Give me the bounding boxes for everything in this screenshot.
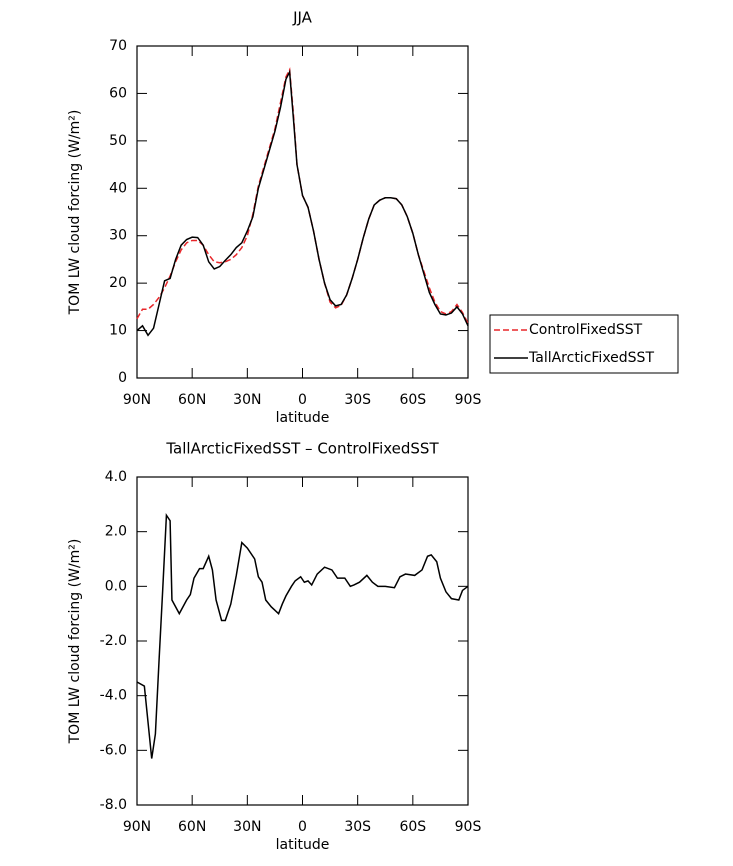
x-tick-label: 90N [123,819,151,835]
y-axis-label: TOM LW cloud forcing (W/m²) [67,110,83,316]
y-tick-label: 30 [109,228,127,244]
x-tick-label: 60S [399,819,426,835]
x-axis-label: latitude [276,410,330,426]
x-tick-label: 90S [455,392,482,408]
x-tick-label: 90S [455,819,482,835]
x-tick-label: 30N [233,392,261,408]
y-tick-label: -8.0 [100,797,127,813]
series-line [136,512,469,759]
x-tick-label: 0 [298,392,307,408]
x-axis-label: latitude [276,837,330,853]
x-tick-label: 60S [399,392,426,408]
legend-label: TallArcticFixedSST [528,350,654,366]
x-tick-label: 30S [344,819,371,835]
series-line [136,69,469,337]
chart-title: JJA [292,9,313,27]
y-tick-label: 0 [118,370,127,386]
y-tick-label: 4.0 [105,469,127,485]
x-tick-label: 30S [344,392,371,408]
y-axis-label: TOM LW cloud forcing (W/m²) [67,539,83,745]
y-tick-label: 70 [109,38,127,54]
x-tick-label: 90N [123,392,151,408]
y-tick-label: 60 [109,85,127,101]
y-tick-label: -6.0 [100,742,127,758]
y-tick-label: 20 [109,275,127,291]
legend-box [489,314,679,374]
y-tick-label: 50 [109,133,127,149]
chart-title: TallArcticFixedSST – ControlFixedSST [165,440,439,458]
y-tick-label: 40 [109,180,127,196]
plot-frame [136,45,469,379]
y-tick-label: 2.0 [105,524,127,540]
legend-label: ControlFixedSST [529,322,643,338]
y-tick-label: 10 [109,323,127,339]
x-tick-label: 60N [178,819,206,835]
y-tick-label: 0.0 [105,578,127,594]
x-tick-label: 30N [233,819,261,835]
x-tick-label: 60N [178,392,206,408]
y-tick-label: -4.0 [100,688,127,704]
plot-frame [136,476,469,806]
x-tick-label: 0 [298,819,307,835]
y-tick-label: -2.0 [100,633,127,649]
